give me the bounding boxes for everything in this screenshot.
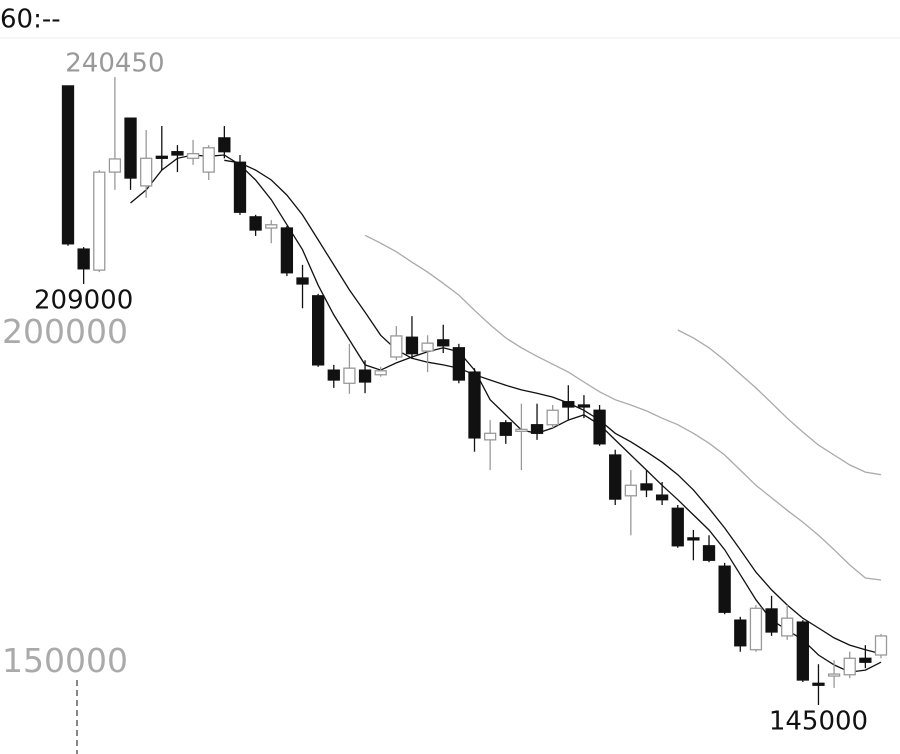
candle-body	[327, 369, 340, 381]
candle-body	[186, 153, 200, 159]
candle-body	[671, 507, 684, 547]
candle-body	[374, 370, 387, 376]
candle-body	[577, 404, 591, 408]
candle-body	[702, 545, 716, 561]
candle-body	[155, 155, 168, 159]
candle-body	[562, 401, 575, 408]
candle-body	[280, 227, 294, 274]
candle-body	[483, 432, 497, 441]
candle-body	[640, 483, 653, 491]
candle-body	[358, 369, 372, 383]
candle-body	[749, 607, 763, 651]
candle-body	[452, 347, 466, 381]
candle-body	[655, 494, 669, 501]
chart-title: 60:--	[0, 5, 61, 35]
candle-body	[218, 137, 231, 153]
candle-body	[140, 157, 153, 187]
moving-average-line	[224, 159, 882, 655]
candle-body	[296, 277, 309, 285]
candle-body	[405, 336, 419, 355]
candle-body	[781, 617, 794, 637]
candle-body	[734, 619, 747, 647]
moving-average-line	[364, 234, 882, 581]
candle-body	[108, 158, 122, 173]
candle-body	[468, 371, 481, 439]
candle-body	[499, 422, 512, 436]
candle-body	[843, 657, 856, 676]
candle-body	[859, 657, 872, 663]
candle-body	[624, 484, 637, 497]
candle-body	[249, 216, 262, 231]
y-tick-label: 200000	[2, 312, 128, 351]
candle-body	[77, 248, 90, 270]
candle-body	[687, 537, 700, 541]
candle-body	[796, 621, 809, 681]
candle-body	[609, 454, 622, 500]
candle-body	[265, 224, 278, 229]
candle-body	[312, 295, 325, 366]
candle-body	[812, 682, 825, 686]
candle-body	[515, 428, 528, 432]
candle-body	[343, 367, 356, 384]
candle-body	[421, 342, 434, 352]
candle-body	[827, 673, 841, 677]
candle-body	[233, 161, 247, 213]
candle-body	[93, 171, 106, 271]
candle-body	[390, 335, 403, 358]
moving-average-line	[677, 329, 882, 476]
extreme-label: 145000	[769, 707, 868, 737]
moving-average-line	[130, 154, 882, 673]
candle-body	[202, 147, 215, 173]
candle-body	[718, 565, 731, 613]
candle-body	[874, 635, 888, 656]
candle-body	[124, 117, 137, 179]
candle-body	[593, 409, 606, 445]
extreme-label: 209000	[34, 285, 133, 315]
candle-body	[546, 409, 559, 426]
y-tick-label: 150000	[2, 641, 128, 680]
candle-body	[171, 151, 184, 156]
extreme-label: 240450	[65, 49, 164, 79]
candle-body	[437, 339, 450, 347]
candle-body	[765, 608, 778, 633]
candle-body	[61, 85, 75, 245]
candle-body	[530, 424, 544, 434]
